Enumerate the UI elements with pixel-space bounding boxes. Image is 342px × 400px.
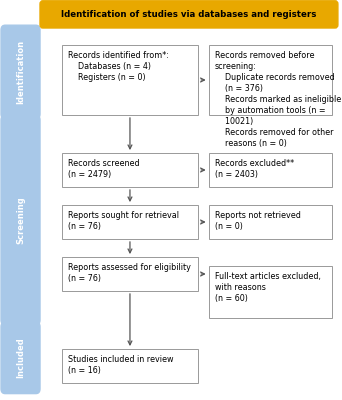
Text: Records identified from*:
    Databases (n = 4)
    Registers (n = 0): Records identified from*: Databases (n =… bbox=[68, 51, 169, 82]
Text: Studies included in review
(n = 16): Studies included in review (n = 16) bbox=[68, 354, 173, 375]
FancyBboxPatch shape bbox=[40, 1, 338, 28]
FancyBboxPatch shape bbox=[62, 349, 198, 383]
Text: Screening: Screening bbox=[16, 196, 25, 244]
FancyBboxPatch shape bbox=[1, 322, 40, 394]
Text: Reports sought for retrieval
(n = 76): Reports sought for retrieval (n = 76) bbox=[68, 210, 179, 231]
Text: Reports not retrieved
(n = 0): Reports not retrieved (n = 0) bbox=[215, 210, 301, 231]
Text: Records screened
(n = 2479): Records screened (n = 2479) bbox=[68, 159, 139, 179]
Text: Identification: Identification bbox=[16, 40, 25, 104]
FancyBboxPatch shape bbox=[209, 153, 332, 187]
FancyBboxPatch shape bbox=[209, 205, 332, 239]
FancyBboxPatch shape bbox=[1, 25, 40, 119]
Text: Records excluded**
(n = 2403): Records excluded** (n = 2403) bbox=[215, 159, 294, 179]
FancyBboxPatch shape bbox=[62, 257, 198, 291]
FancyBboxPatch shape bbox=[62, 153, 198, 187]
FancyBboxPatch shape bbox=[62, 45, 198, 115]
Text: Records removed before
screening:
    Duplicate records removed
    (n = 376)
  : Records removed before screening: Duplic… bbox=[215, 51, 341, 148]
FancyBboxPatch shape bbox=[209, 45, 332, 115]
Text: Reports assessed for eligibility
(n = 76): Reports assessed for eligibility (n = 76… bbox=[68, 262, 190, 283]
Text: Included: Included bbox=[16, 338, 25, 378]
Text: Full-text articles excluded,
with reasons
(n = 60): Full-text articles excluded, with reason… bbox=[215, 272, 321, 303]
FancyBboxPatch shape bbox=[1, 115, 40, 325]
FancyBboxPatch shape bbox=[209, 266, 332, 318]
FancyBboxPatch shape bbox=[62, 205, 198, 239]
Text: Identification of studies via databases and registers: Identification of studies via databases … bbox=[62, 10, 317, 19]
